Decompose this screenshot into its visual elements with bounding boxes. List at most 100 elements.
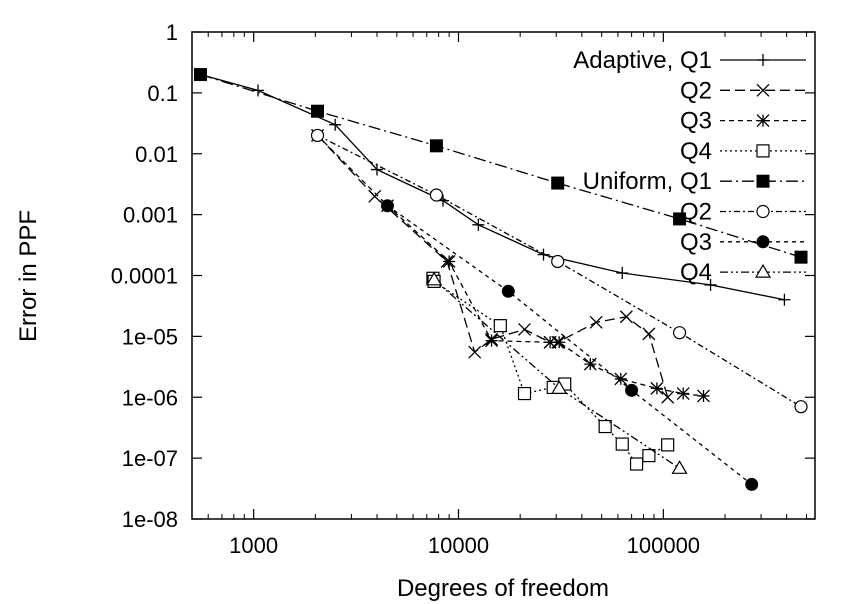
y-axis-label: Error in PPF [15, 210, 42, 342]
series-1-point-3 [329, 118, 342, 131]
series-6-point-1 [310, 128, 325, 143]
legend-marker [756, 83, 770, 97]
legend-entry-3: Q3 [680, 108, 806, 135]
y-tick-label: 0.001 [123, 203, 178, 228]
legend-marker [757, 54, 769, 66]
legend-label: Q2 [680, 77, 712, 104]
series-2-point-10 [619, 310, 633, 324]
legend-marker [756, 174, 770, 188]
series-2-point-2 [368, 189, 382, 203]
series-5-point-5 [673, 212, 687, 226]
legend-label: Q2 [680, 199, 712, 226]
series-7-point-3 [625, 383, 639, 397]
series-4-point-11 [661, 438, 675, 452]
series-6-point-3 [551, 254, 565, 269]
series-2-point-4 [468, 345, 482, 359]
series-1-point-6 [472, 218, 485, 231]
series-3-point-10 [676, 387, 690, 401]
series-1-point-2 [252, 84, 265, 97]
series-4-point-3 [493, 319, 507, 333]
y-tick-label: 0.0001 [111, 264, 178, 289]
series-6-point-5 [794, 400, 808, 414]
series-2-point-6 [518, 322, 531, 336]
legend-label: Adaptive, Q1 [573, 47, 712, 74]
y-tick-label: 1e-08 [122, 507, 178, 532]
ticks-layer: 1000 10000 100000 1 0.1 0.01 0.001 0.0001 1e-05 1… [111, 20, 815, 558]
series-1-point-9 [704, 278, 717, 291]
series-5 [193, 68, 808, 264]
legend-label: Q4 [680, 138, 712, 165]
series-5-line [200, 73, 802, 258]
legend-marker [756, 204, 770, 219]
series-4-line [432, 278, 669, 465]
legend-entry-4: Q4 [680, 138, 806, 165]
x-axis-label: Degrees of freedom [397, 575, 609, 602]
x-tick-label: 10000 [428, 533, 489, 558]
legend-entry-5: Uniform, Q1 [583, 168, 806, 195]
series-5-point-4 [551, 176, 565, 190]
series-4-point-4 [517, 386, 532, 401]
y-tick-label: 1 [166, 20, 178, 45]
series-layer [193, 68, 808, 491]
series-5-point-1 [193, 68, 207, 82]
series-3-point-3 [442, 255, 456, 268]
series-1-line [200, 73, 785, 301]
series-7-point-2 [501, 284, 515, 298]
legend-entry-2: Q2 [680, 77, 806, 104]
series-4-point-8 [615, 437, 629, 451]
series-5-point-2 [311, 104, 325, 118]
legend-label: Q4 [680, 259, 712, 286]
series-3-line [317, 134, 704, 397]
series-6-point-4 [672, 326, 687, 340]
series-3-point-4 [485, 334, 499, 348]
legend-marker [756, 235, 770, 249]
series-8-point-2 [551, 380, 568, 394]
plot-frame [191, 31, 816, 520]
series-8-point-1 [426, 271, 443, 286]
legend-entry-8: Q4 [680, 259, 806, 286]
series-6-point-2 [429, 188, 444, 202]
series-3-point-11 [697, 389, 710, 403]
series-2-point-9 [589, 315, 603, 329]
legend-entry-6: Q2 [680, 199, 806, 226]
series-3-point-9 [650, 381, 664, 395]
series-8-point-3 [671, 460, 688, 474]
series-1-point-8 [616, 266, 629, 279]
legend-entry-1: Adaptive, Q1 [573, 47, 806, 74]
series-2-point-12 [661, 390, 675, 404]
series-7-point-1 [380, 199, 394, 213]
series-4-point-7 [598, 419, 612, 434]
series-3-point-6 [552, 335, 566, 349]
series-4-point-9 [629, 457, 644, 471]
y-tick-label: 0.1 [147, 81, 178, 106]
x-tick-label: 100000 [627, 533, 700, 558]
series-6 [310, 128, 808, 414]
legend-label: Q3 [680, 108, 712, 135]
series-5-point-6 [794, 250, 808, 264]
y-tick-label: 1e-05 [122, 324, 178, 349]
y-tick-label: 1e-06 [122, 385, 178, 410]
y-tick-label: 0.01 [135, 142, 178, 167]
series-7-line [387, 205, 753, 485]
series-5-point-3 [429, 139, 443, 153]
series-1-point-10 [778, 293, 791, 306]
series-2-line [317, 134, 669, 398]
series-1 [194, 68, 791, 306]
legend-label: Uniform, Q1 [583, 168, 712, 195]
legend-marker [756, 144, 770, 158]
legend-marker [756, 114, 770, 128]
series-7 [380, 199, 759, 491]
x-tick-label: 1000 [229, 533, 278, 558]
series-3-point-8 [614, 372, 628, 386]
series-4-point-10 [642, 449, 656, 463]
series-1-point-7 [537, 248, 550, 261]
series-3-point-7 [583, 357, 597, 371]
series-7-point-4 [745, 477, 759, 491]
series-8 [426, 271, 688, 474]
legend-entry-7: Q3 [680, 229, 806, 256]
series-3-point-5 [543, 335, 557, 349]
legend-label: Q3 [680, 229, 712, 256]
series-2-point-11 [642, 327, 656, 341]
legend-marker [754, 263, 772, 278]
